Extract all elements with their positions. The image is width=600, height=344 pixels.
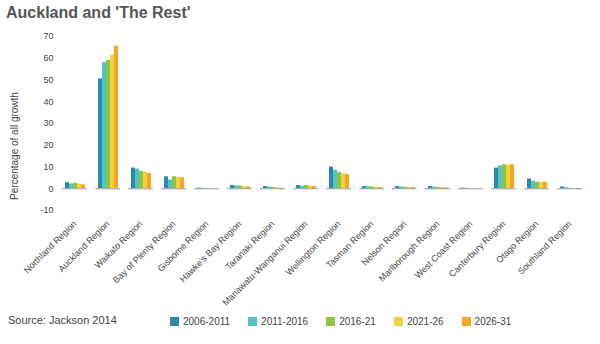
svg-text:Canterbury Region: Canterbury Region <box>447 219 507 279</box>
html-text:2006-2011: 2006-2011 <box>183 316 231 327</box>
svg-text:Wellington Region: Wellington Region <box>284 219 343 278</box>
svg-text:Tasman Region: Tasman Region <box>324 218 376 270</box>
svg-text:Bay of Plenty Region: Bay of Plenty Region <box>111 219 178 286</box>
svg-text:-10: -10 <box>40 205 53 215</box>
svg-text:60: 60 <box>43 53 53 63</box>
svg-text:Manawatu-Wanganui Region: Manawatu-Wanganui Region <box>220 218 310 308</box>
html-text:Source: Jackson 2014: Source: Jackson 2014 <box>8 314 117 326</box>
svg-text:Otago Region: Otago Region <box>494 218 541 266</box>
svg-text:10: 10 <box>43 162 53 172</box>
svg-text:Waikato Region: Waikato Region <box>92 218 145 271</box>
html-text:2021-26: 2021-26 <box>406 316 444 327</box>
svg-text:Gisborne Region: Gisborne Region <box>155 218 211 274</box>
svg-text:40: 40 <box>43 97 53 107</box>
svg-text:30: 30 <box>43 118 53 128</box>
svg-text:Northland Region: Northland Region <box>21 218 79 276</box>
html-text:Percentage of all growth: Percentage of all growth <box>8 92 20 200</box>
svg-text:Auckland Region: Auckland Region <box>56 218 112 274</box>
svg-text:50: 50 <box>43 75 53 85</box>
svg-text:70: 70 <box>43 31 53 41</box>
html-text:Auckland and 'The Rest': Auckland and 'The Rest' <box>6 4 191 21</box>
svg-text:Southland Region: Southland Region <box>516 219 574 277</box>
svg-text:Marlborough Region: Marlborough Region <box>377 219 442 284</box>
svg-text:Hawke's Bay Region: Hawke's Bay Region <box>178 219 244 285</box>
svg-text:20: 20 <box>43 140 53 150</box>
html-text:2016-21: 2016-21 <box>339 316 376 327</box>
svg-text:Taranaki Region: Taranaki Region <box>223 218 277 272</box>
html-text:2026-31: 2026-31 <box>474 316 512 327</box>
svg-text:0: 0 <box>48 184 53 194</box>
html-text:2011-2016: 2011-2016 <box>261 316 309 327</box>
svg-text:West Coast Region: West Coast Region <box>413 219 475 281</box>
svg-text:Nelson Region: Nelson Region <box>359 218 409 268</box>
